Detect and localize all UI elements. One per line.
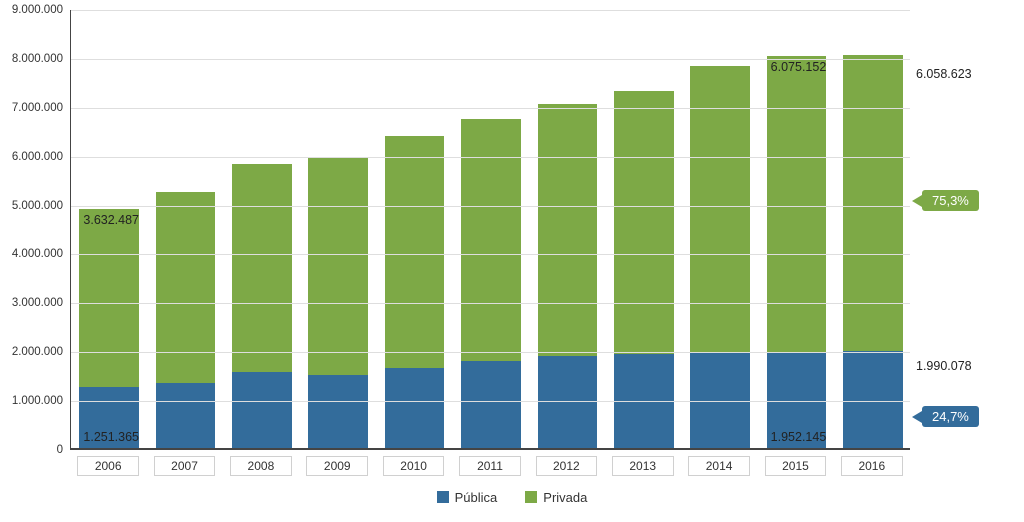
- gridline: [71, 10, 910, 11]
- y-tick-label: 6.000.000: [12, 151, 71, 163]
- bar-group: [308, 8, 368, 448]
- bar-segment-privada: [461, 119, 521, 361]
- gridline: [71, 108, 910, 109]
- plot-area: 1.251.3653.632.4871.952.1456.075.152 01.…: [70, 10, 910, 450]
- legend-item: Privada: [525, 490, 587, 505]
- gridline: [71, 254, 910, 255]
- bar-segment-privada: [767, 56, 827, 353]
- x-tick-label: 2016: [841, 456, 903, 476]
- legend-label: Privada: [543, 490, 587, 505]
- bar-segment-publica: [385, 368, 445, 448]
- gridline: [71, 157, 910, 158]
- y-tick-label: 1.000.000: [12, 395, 71, 407]
- legend-label: Pública: [455, 490, 498, 505]
- y-tick-label: 9.000.000: [12, 4, 71, 16]
- bar-group: [614, 8, 674, 448]
- bar-segment-publica: [461, 361, 521, 448]
- bar-group: [690, 8, 750, 448]
- percent-badge: 24,7%: [922, 406, 979, 427]
- bar-segment-publica: [232, 372, 292, 448]
- bar-group: 1.251.365 3.632.487: [79, 8, 139, 448]
- x-tick-label: 2015: [765, 456, 827, 476]
- y-tick-label: 3.000.000: [12, 297, 71, 309]
- x-tick-label: 2014: [688, 456, 750, 476]
- stacked-bar-chart: 1.251.3653.632.4871.952.1456.075.152 01.…: [0, 0, 1024, 522]
- x-tick-label: 2013: [612, 456, 674, 476]
- callout-value: 6.058.623: [916, 67, 972, 81]
- bar-segment-publica: [843, 351, 903, 448]
- bar-value-label: 1.251.365: [83, 430, 139, 444]
- bar-segment-privada: [79, 209, 139, 387]
- bar-segment-privada: [614, 91, 674, 354]
- legend-item: Pública: [437, 490, 498, 505]
- gridline: [71, 352, 910, 353]
- badge-arrow: [912, 411, 922, 423]
- bar-group: [156, 8, 216, 448]
- badge-arrow: [912, 195, 922, 207]
- bar-group: [538, 8, 598, 448]
- bar-group: [461, 8, 521, 448]
- callout-value: 1.990.078: [916, 359, 972, 373]
- bar-group: [232, 8, 292, 448]
- y-tick-label: 0: [57, 444, 71, 456]
- bar-value-label: 3.632.487: [83, 213, 139, 227]
- y-tick-label: 5.000.000: [12, 200, 71, 212]
- bar-segment-privada: [308, 157, 368, 375]
- x-tick-label: 2010: [383, 456, 445, 476]
- gridline: [71, 401, 910, 402]
- bar-segment-publica: [308, 375, 368, 448]
- bar-segment-privada: [156, 192, 216, 384]
- bar-segment-privada: [843, 55, 903, 351]
- bar-group: [843, 8, 903, 448]
- bar-group: 1.952.145 6.075.152: [767, 8, 827, 448]
- legend-swatch: [525, 491, 537, 503]
- bar-value-label: 1.952.145: [771, 430, 827, 444]
- legend-swatch: [437, 491, 449, 503]
- x-tick-label: 2006: [77, 456, 139, 476]
- gridline: [71, 206, 910, 207]
- bar-value-label: 6.075.152: [771, 60, 827, 74]
- legend: Pública Privada: [0, 490, 1024, 505]
- x-tick-label: 2007: [154, 456, 216, 476]
- y-tick-label: 2.000.000: [12, 346, 71, 358]
- y-tick-label: 4.000.000: [12, 248, 71, 260]
- bar-group: [385, 8, 445, 448]
- gridline: [71, 59, 910, 60]
- y-tick-label: 7.000.000: [12, 102, 71, 114]
- x-axis-labels: 2006 2007 2008 2009 2010 2011 2012 2013 2014 2015…: [70, 452, 910, 480]
- x-tick-label: 2009: [306, 456, 368, 476]
- gridline: [71, 303, 910, 304]
- percent-badge: 75,3%: [922, 190, 979, 211]
- bar-segment-publica: [156, 383, 216, 448]
- bar-segment-privada: [232, 164, 292, 372]
- x-tick-label: 2008: [230, 456, 292, 476]
- x-tick-label: 2011: [459, 456, 521, 476]
- bar-segment-privada: [385, 136, 445, 368]
- y-tick-label: 8.000.000: [12, 53, 71, 65]
- bars-area: 1.251.365 3.632.487 1.952.145 6.075.152: [71, 10, 910, 448]
- bar-segment-privada: [538, 104, 598, 356]
- x-tick-label: 2012: [536, 456, 598, 476]
